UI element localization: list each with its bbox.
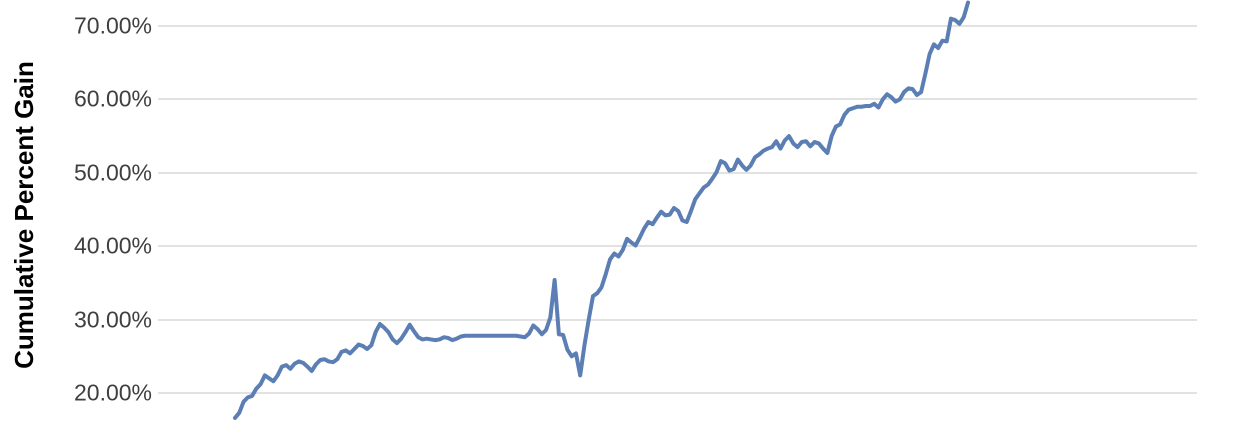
- gridline: [158, 171, 1197, 174]
- y-tick-label: 60.00%: [73, 85, 152, 112]
- gridline: [158, 318, 1197, 321]
- series-line-cumulative-percent-gain: [233, 0, 970, 420]
- gridline: [158, 392, 1197, 394]
- y-axis-title: Cumulative Percent Gain: [8, 61, 39, 369]
- series-line-group: [233, 0, 970, 420]
- y-tick-label: 20.00%: [73, 379, 152, 406]
- plot-area: [158, 0, 1197, 430]
- y-tick-label: 70.00%: [73, 12, 152, 39]
- y-tick-label: 50.00%: [73, 159, 152, 186]
- gridline: [158, 245, 1197, 248]
- y-tick-label: 40.00%: [73, 232, 152, 259]
- y-axis-tick-labels: 70.00% 60.00% 50.00% 40.00% 30.00% 20.00%: [52, 0, 152, 430]
- gridline: [158, 25, 1197, 27]
- gridline: [158, 98, 1197, 101]
- y-tick-label: 30.00%: [73, 306, 152, 333]
